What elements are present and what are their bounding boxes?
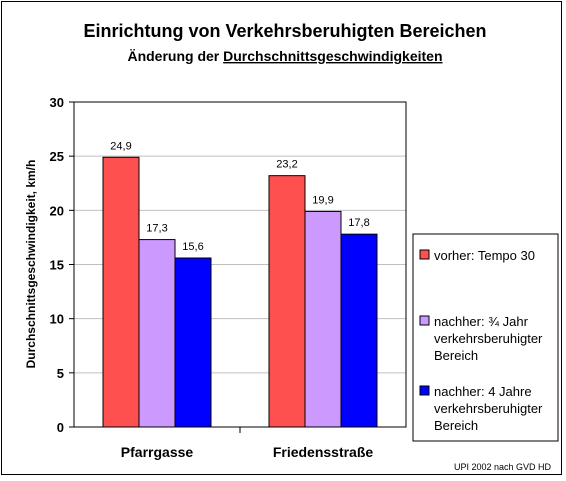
bar <box>174 257 212 428</box>
legend-label: verkehrsberuhigter <box>434 401 543 416</box>
legend-swatch <box>419 385 430 396</box>
legend-label: verkehrsberuhigter <box>434 331 543 346</box>
plot-area: 0 5 10 15 20 25 30 24,9 17,3 15,6 Pfarrgasse 23,2 19… <box>50 95 407 460</box>
plot-border <box>73 101 407 428</box>
y-tick-label: 10 <box>50 312 64 327</box>
bar <box>268 175 306 428</box>
legend-label: nachher: ¾ Jahr <box>434 314 529 329</box>
y-tick-label: 5 <box>57 366 64 381</box>
data-label: 15,6 <box>182 241 203 253</box>
subtitle-underlined: Durchschnittsgeschwindigkeiten <box>223 48 442 64</box>
y-axis-label: Durchschnittsgeschwindigkeit, km/h <box>24 160 38 369</box>
legend: vorher: Tempo 30 nachher: ¾ Jahr verkehrsb… <box>412 233 559 442</box>
legend-label: Bereich <box>434 418 478 433</box>
data-label: 17,3 <box>146 223 167 235</box>
bar <box>304 210 342 428</box>
chart-subtitle: Änderung der Durchschnittsgeschwindigkei… <box>127 48 442 64</box>
bar <box>340 233 378 428</box>
subtitle-prefix: Änderung der <box>127 48 223 64</box>
source-note: UPI 2002 nach GVD HD <box>454 462 552 472</box>
legend-label: nachher: 4 Jahre <box>434 384 532 399</box>
data-label: 24,9 <box>110 140 131 152</box>
legend-label: vorher: Tempo 30 <box>434 248 535 263</box>
x-tick-label: Pfarrgasse <box>121 444 194 460</box>
data-label: 19,9 <box>312 194 333 206</box>
legend-swatch <box>419 315 430 326</box>
data-label: 23,2 <box>276 159 297 171</box>
chart-title: Einrichtung von Verkehrsberuhigten Berei… <box>83 21 486 41</box>
y-tick-label: 15 <box>50 258 64 273</box>
bar <box>138 239 176 428</box>
legend-label: Bereich <box>434 348 478 363</box>
legend-box <box>412 233 559 442</box>
y-tick-label: 20 <box>50 203 64 218</box>
chart-frame: Einrichtung von Verkehrsberuhigten Berei… <box>1 1 562 475</box>
x-tick-label: Friedensstraße <box>273 444 374 460</box>
data-label: 17,8 <box>348 217 369 229</box>
y-tick-label: 30 <box>50 95 64 110</box>
bar <box>102 156 140 428</box>
y-tick-label: 25 <box>50 149 64 164</box>
legend-swatch <box>419 249 430 260</box>
y-tick-label: 0 <box>57 420 64 435</box>
